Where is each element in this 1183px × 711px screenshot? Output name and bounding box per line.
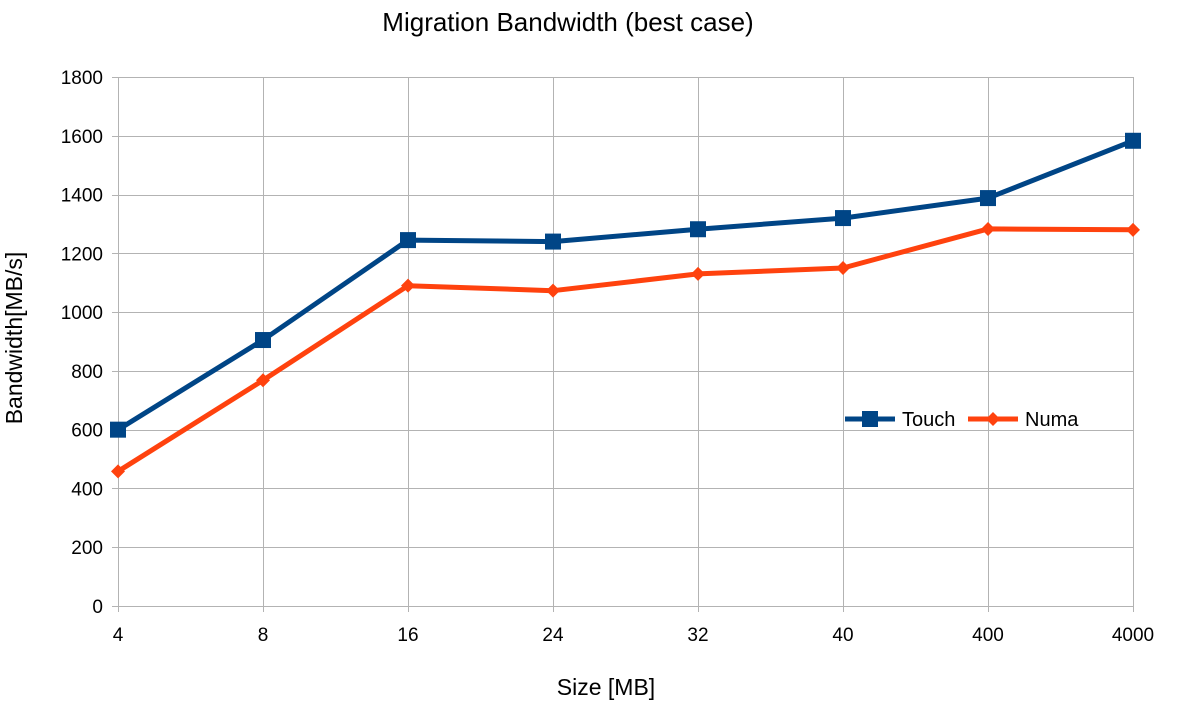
y-tick-label: 200 [71, 538, 103, 559]
y-tick-label: 1400 [61, 186, 103, 207]
touch-point [1125, 132, 1141, 149]
touch-point [835, 210, 851, 227]
x-tick-label: 8 [258, 625, 269, 646]
legend: Touch Numa [845, 409, 1079, 431]
numa-point [256, 373, 270, 388]
numa-point [546, 283, 560, 298]
x-tick-label: 4000 [1112, 625, 1154, 646]
x-tick-label: 400 [972, 625, 1004, 646]
y-tick-label: 400 [71, 479, 103, 500]
chart-title: Migration Bandwidth (best case) [382, 7, 753, 37]
series-layer [110, 132, 1141, 479]
y-tick-label: 1000 [61, 303, 103, 324]
touch-point [255, 332, 271, 349]
touch-point [110, 421, 126, 438]
y-tick-label: 1600 [61, 127, 103, 148]
y-tick-label: 1200 [61, 244, 103, 265]
y-axis-ticks: 0 200 400 600 800 1000 1200 1400 1600 1800 [61, 68, 103, 618]
numa-point [1126, 222, 1140, 237]
touch-point [400, 232, 416, 249]
touch-point [690, 221, 706, 238]
series-touch [110, 132, 1141, 438]
numa-point [981, 221, 995, 236]
y-tick-label: 0 [92, 597, 103, 618]
x-axis-title: Size [MB] [557, 674, 655, 700]
legend-numa-marker [986, 412, 1000, 426]
numa-point [836, 261, 850, 276]
y-tick-label: 600 [71, 421, 103, 442]
y-tick-label: 800 [71, 362, 103, 383]
touch-line [115, 138, 1136, 433]
numa-line [115, 226, 1136, 474]
x-axis-ticks: 4 8 16 24 32 40 400 4000 [113, 625, 1154, 646]
x-tick-label: 4 [113, 625, 124, 646]
x-tick-label: 24 [542, 625, 564, 646]
numa-point [111, 464, 125, 479]
y-axis-title: Bandwidth[MB/s] [1, 252, 27, 425]
numa-point [401, 278, 415, 293]
series-numa [111, 221, 1140, 479]
numa-point [691, 266, 705, 281]
grid [112, 77, 1134, 612]
x-tick-label: 16 [397, 625, 418, 646]
legend-touch-label: Touch [902, 409, 955, 431]
y-tick-label: 1800 [61, 68, 103, 89]
touch-point [980, 190, 996, 207]
x-tick-label: 32 [687, 625, 708, 646]
legend-item-touch: Touch [845, 409, 955, 431]
legend-touch-marker [862, 411, 878, 427]
legend-item-numa: Numa [968, 409, 1079, 431]
x-tick-label: 40 [832, 625, 853, 646]
touch-point [545, 233, 561, 250]
legend-numa-label: Numa [1025, 409, 1079, 431]
